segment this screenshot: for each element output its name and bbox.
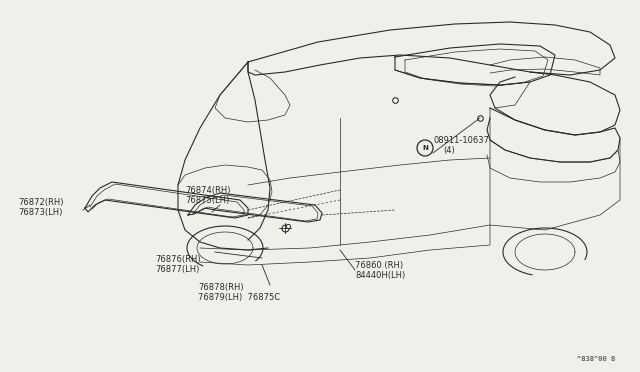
Text: 84440H(LH): 84440H(LH): [355, 271, 405, 280]
Text: 76876(RH): 76876(RH): [155, 255, 200, 264]
Text: 76878(RH): 76878(RH): [198, 283, 244, 292]
Text: 76879(LH)  76875C: 76879(LH) 76875C: [198, 293, 280, 302]
Text: N: N: [422, 145, 428, 151]
Text: 76873(LH): 76873(LH): [18, 208, 62, 217]
Text: (4): (4): [443, 146, 455, 155]
Text: 76877(LH): 76877(LH): [155, 265, 200, 274]
Text: ^838^00 8: ^838^00 8: [577, 356, 615, 362]
Text: 76860 (RH): 76860 (RH): [355, 261, 403, 270]
Text: 76874(RH): 76874(RH): [185, 186, 230, 195]
Text: 76875(LH): 76875(LH): [185, 196, 229, 205]
Text: 76872(RH): 76872(RH): [18, 198, 63, 207]
Text: 08911-10637: 08911-10637: [433, 136, 489, 145]
